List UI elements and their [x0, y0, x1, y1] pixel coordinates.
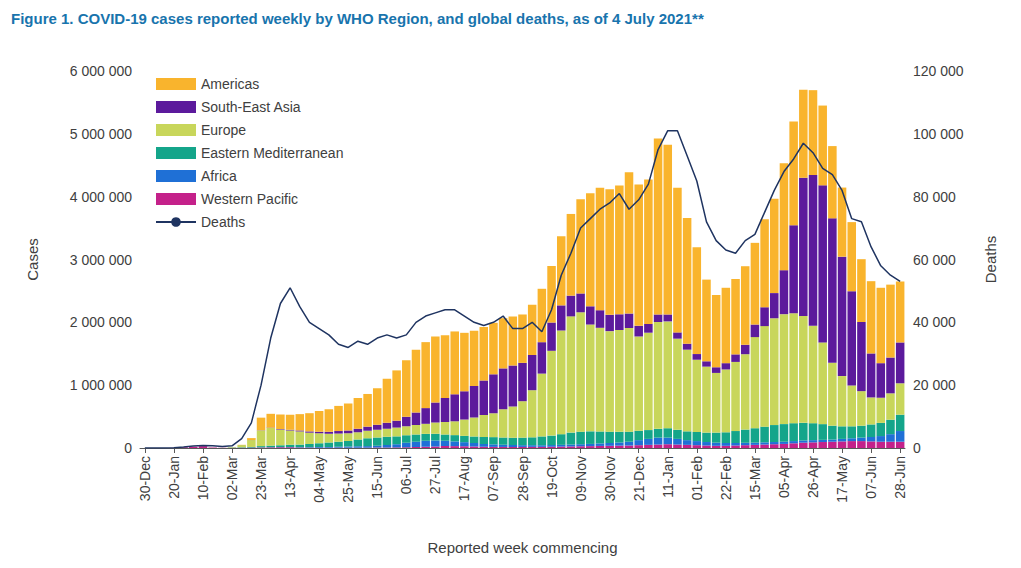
svg-text:10-Feb: 10-Feb	[195, 456, 211, 501]
svg-text:01-Feb: 01-Feb	[689, 456, 705, 501]
svg-text:28-Jun: 28-Jun	[892, 456, 908, 499]
svg-text:11-Jan: 11-Jan	[660, 456, 676, 498]
svg-text:5 000 000: 5 000 000	[70, 126, 132, 142]
svg-text:Cases: Cases	[24, 238, 41, 281]
svg-text:Reported week commencing: Reported week commencing	[427, 539, 617, 556]
svg-text:40 000: 40 000	[913, 314, 956, 330]
svg-text:80 000: 80 000	[913, 189, 956, 205]
svg-text:23-Mar: 23-Mar	[253, 456, 269, 501]
svg-text:Deaths: Deaths	[982, 236, 999, 284]
svg-text:60 000: 60 000	[913, 252, 956, 268]
svg-text:0: 0	[124, 440, 132, 456]
svg-text:100 000: 100 000	[913, 126, 964, 142]
svg-text:1 000 000: 1 000 000	[70, 377, 132, 393]
svg-text:19-Oct: 19-Oct	[544, 456, 560, 498]
svg-text:6 000 000: 6 000 000	[70, 63, 132, 79]
svg-text:South-East Asia: South-East Asia	[201, 99, 301, 115]
svg-text:30-Dec: 30-Dec	[137, 456, 153, 501]
svg-text:21-Dec: 21-Dec	[631, 456, 647, 501]
svg-text:02-Mar: 02-Mar	[224, 456, 240, 501]
svg-text:07-Jun: 07-Jun	[863, 456, 879, 499]
svg-text:Western Pacific: Western Pacific	[201, 191, 298, 207]
svg-text:Africa: Africa	[201, 168, 237, 184]
svg-text:13-Apr: 13-Apr	[282, 456, 298, 498]
svg-text:04-May: 04-May	[311, 456, 327, 503]
svg-text:06-Jul: 06-Jul	[398, 456, 414, 494]
svg-text:Eastern Mediterranean: Eastern Mediterranean	[201, 145, 343, 161]
svg-text:15-Mar: 15-Mar	[747, 456, 763, 501]
svg-text:120 000: 120 000	[913, 63, 964, 79]
svg-text:26-Apr: 26-Apr	[805, 456, 821, 498]
svg-text:Americas: Americas	[201, 76, 259, 92]
svg-text:28-Sep: 28-Sep	[515, 456, 531, 501]
svg-text:27-Jul: 27-Jul	[427, 456, 443, 494]
svg-text:30-Nov: 30-Nov	[602, 456, 618, 501]
svg-text:09-Nov: 09-Nov	[573, 456, 589, 501]
svg-text:Figure 1. COVID-19 cases repor: Figure 1. COVID-19 cases reported weekly…	[11, 10, 704, 27]
svg-text:17-Aug: 17-Aug	[456, 456, 472, 501]
svg-text:22-Feb: 22-Feb	[718, 456, 734, 501]
svg-text:4 000 000: 4 000 000	[70, 189, 132, 205]
svg-text:25-May: 25-May	[340, 456, 356, 503]
svg-text:07-Sep: 07-Sep	[485, 456, 501, 501]
svg-text:20-Jan: 20-Jan	[166, 456, 182, 499]
svg-text:Deaths: Deaths	[201, 214, 245, 230]
svg-text:2 000 000: 2 000 000	[70, 314, 132, 330]
svg-text:0: 0	[913, 440, 921, 456]
svg-text:15-Jun: 15-Jun	[369, 456, 385, 499]
svg-text:17-May: 17-May	[834, 456, 850, 503]
svg-text:05-Apr: 05-Apr	[776, 456, 792, 498]
svg-text:Europe: Europe	[201, 122, 246, 138]
svg-text:3 000 000: 3 000 000	[70, 252, 132, 268]
svg-text:20 000: 20 000	[913, 377, 956, 393]
